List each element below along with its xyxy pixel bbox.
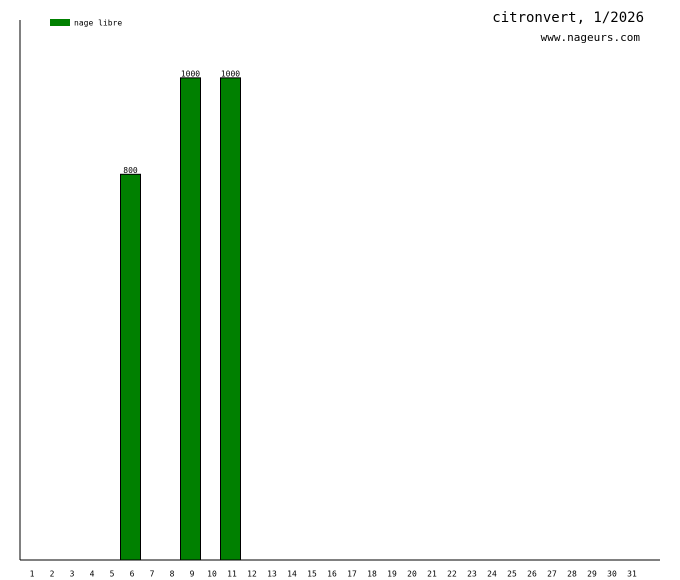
x-tick-label: 19	[387, 570, 397, 579]
x-tick-label: 12	[247, 570, 257, 579]
x-tick-label: 13	[267, 570, 277, 579]
x-tick-label: 1	[30, 570, 35, 579]
chart-title: citronvert, 1/2026	[492, 10, 644, 26]
value-label: 1000	[181, 69, 200, 78]
x-tick-label: 31	[627, 570, 637, 579]
x-tick-label: 20	[407, 570, 417, 579]
x-tick-label: 28	[567, 570, 577, 579]
x-tick-label: 30	[607, 570, 617, 579]
x-tick-label: 11	[227, 570, 237, 579]
x-tick-label: 16	[327, 570, 337, 579]
x-tick-label: 4	[90, 570, 95, 579]
legend-swatch	[50, 19, 70, 26]
x-tick-label: 5	[110, 570, 115, 579]
x-tick-label: 10	[207, 570, 217, 579]
x-tick-label: 17	[347, 570, 357, 579]
x-tick-label: 26	[527, 570, 537, 579]
x-tick-label: 15	[307, 570, 317, 579]
value-label: 800	[123, 166, 138, 175]
x-tick-label: 6	[130, 570, 135, 579]
x-tick-label: 24	[487, 570, 497, 579]
chart-subtitle: www.nageurs.com	[541, 31, 641, 44]
bar	[180, 77, 201, 561]
legend-label: nage libre	[74, 19, 122, 28]
x-tick-label: 29	[587, 570, 597, 579]
x-tick-label: 27	[547, 570, 557, 579]
x-tick-label: 7	[150, 570, 155, 579]
x-tick-label: 18	[367, 570, 377, 579]
value-label: 1000	[221, 69, 240, 78]
x-tick-label: 8	[170, 570, 175, 579]
x-tick-label: 23	[467, 570, 477, 579]
bar	[120, 173, 141, 561]
x-tick-label: 22	[447, 570, 457, 579]
x-tick-label: 25	[507, 570, 517, 579]
x-tick-label: 14	[287, 570, 297, 579]
x-tick-label: 3	[70, 570, 75, 579]
x-tick-label: 9	[190, 570, 195, 579]
bar	[220, 77, 241, 561]
x-tick-label: 2	[50, 570, 55, 579]
x-tick-label: 21	[427, 570, 437, 579]
